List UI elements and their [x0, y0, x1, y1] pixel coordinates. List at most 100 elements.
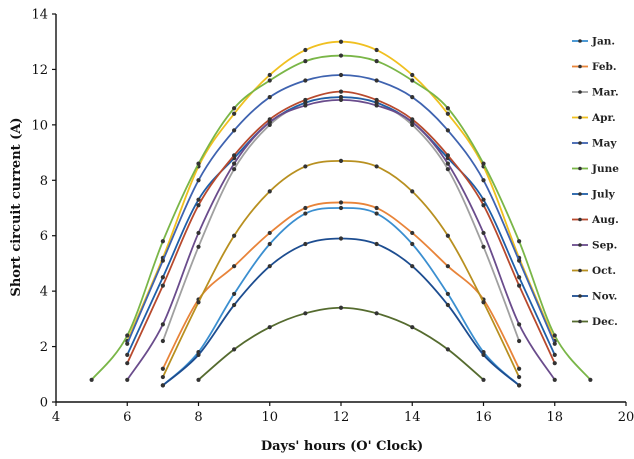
data-point-may: [232, 128, 236, 132]
data-point-apr: [232, 112, 236, 116]
data-point-sep: [125, 378, 129, 382]
legend-label: Apr.: [591, 112, 616, 124]
data-point-may: [303, 78, 307, 82]
data-point-dec: [232, 347, 236, 351]
x-tick-label: 16: [475, 410, 492, 425]
data-point-oct: [303, 164, 307, 168]
data-point-july: [161, 275, 165, 279]
x-tick-label: 6: [123, 410, 131, 425]
data-point-jan: [410, 242, 414, 246]
data-point-apr: [410, 73, 414, 77]
legend-marker: [578, 320, 582, 324]
data-point-may: [268, 95, 272, 99]
x-tick-label: 14: [404, 410, 421, 425]
data-point-june: [553, 333, 557, 337]
data-point-june: [339, 53, 343, 57]
data-point-june: [481, 162, 485, 166]
data-point-oct: [161, 375, 165, 379]
data-point-may: [196, 178, 200, 182]
x-tick-label: 4: [52, 410, 60, 425]
data-point-june: [90, 378, 94, 382]
data-point-feb: [303, 206, 307, 210]
data-point-may: [410, 95, 414, 99]
legend-marker: [578, 116, 582, 120]
data-point-aug: [161, 284, 165, 288]
data-point-aug: [339, 90, 343, 94]
data-point-may: [161, 259, 165, 263]
legend-marker: [578, 90, 582, 94]
legend-label: Nov.: [592, 291, 617, 303]
y-tick-label: 0: [40, 396, 48, 411]
x-axis-label: Days' hours (O' Clock): [261, 439, 423, 454]
legend-marker: [578, 243, 582, 247]
data-point-feb: [410, 231, 414, 235]
data-point-dec: [196, 378, 200, 382]
data-point-aug: [232, 153, 236, 157]
data-point-dec: [375, 311, 379, 315]
legend-label: May: [592, 138, 617, 150]
legend-label: Sep.: [592, 240, 617, 252]
data-point-sep: [481, 231, 485, 235]
data-point-june: [125, 333, 129, 337]
data-point-nov: [517, 383, 521, 387]
y-tick-label: 4: [40, 285, 48, 300]
data-point-june: [161, 239, 165, 243]
data-point-feb: [339, 200, 343, 204]
data-point-feb: [517, 367, 521, 371]
data-point-sep: [446, 162, 450, 166]
legend-label: June: [591, 163, 619, 175]
y-tick-label: 14: [31, 8, 48, 23]
x-tick-label: 10: [261, 410, 278, 425]
legend-label: Oct.: [592, 265, 616, 277]
data-point-june: [375, 59, 379, 63]
legend-marker: [578, 141, 582, 145]
data-point-mar: [196, 245, 200, 249]
legend-marker: [578, 294, 582, 298]
data-point-jan: [446, 292, 450, 296]
data-point-sep: [268, 120, 272, 124]
data-point-nov: [232, 303, 236, 307]
data-point-dec: [446, 347, 450, 351]
legend-marker: [578, 269, 582, 273]
data-point-sep: [161, 322, 165, 326]
data-point-may: [517, 259, 521, 263]
data-point-june: [196, 162, 200, 166]
data-point-mar: [481, 245, 485, 249]
data-point-jan: [375, 211, 379, 215]
data-point-may: [553, 342, 557, 346]
data-point-may: [446, 128, 450, 132]
legend-label: Jan.: [591, 36, 615, 48]
data-point-nov: [161, 383, 165, 387]
data-point-dec: [410, 325, 414, 329]
data-point-nov: [446, 303, 450, 307]
data-point-mar: [232, 167, 236, 171]
data-point-mar: [161, 339, 165, 343]
data-point-jan: [268, 242, 272, 246]
data-point-aug: [553, 361, 557, 365]
data-point-feb: [375, 206, 379, 210]
data-point-aug: [303, 98, 307, 102]
x-tick-label: 18: [546, 410, 563, 425]
legend-marker: [578, 167, 582, 171]
data-point-apr: [375, 48, 379, 52]
data-point-apr: [303, 48, 307, 52]
data-point-oct: [481, 300, 485, 304]
data-point-feb: [446, 264, 450, 268]
legend-label: July: [591, 189, 616, 201]
data-point-aug: [196, 203, 200, 207]
data-point-apr: [339, 40, 343, 44]
data-point-sep: [196, 231, 200, 235]
data-point-june: [446, 106, 450, 110]
data-point-dec: [268, 325, 272, 329]
data-point-oct: [410, 189, 414, 193]
data-point-oct: [232, 234, 236, 238]
data-point-may: [375, 78, 379, 82]
data-point-sep: [232, 162, 236, 166]
data-point-oct: [517, 375, 521, 379]
y-tick-label: 12: [31, 63, 48, 78]
data-point-dec: [303, 311, 307, 315]
legend-marker: [578, 65, 582, 69]
data-point-nov: [481, 353, 485, 357]
x-tick-label: 8: [194, 410, 202, 425]
